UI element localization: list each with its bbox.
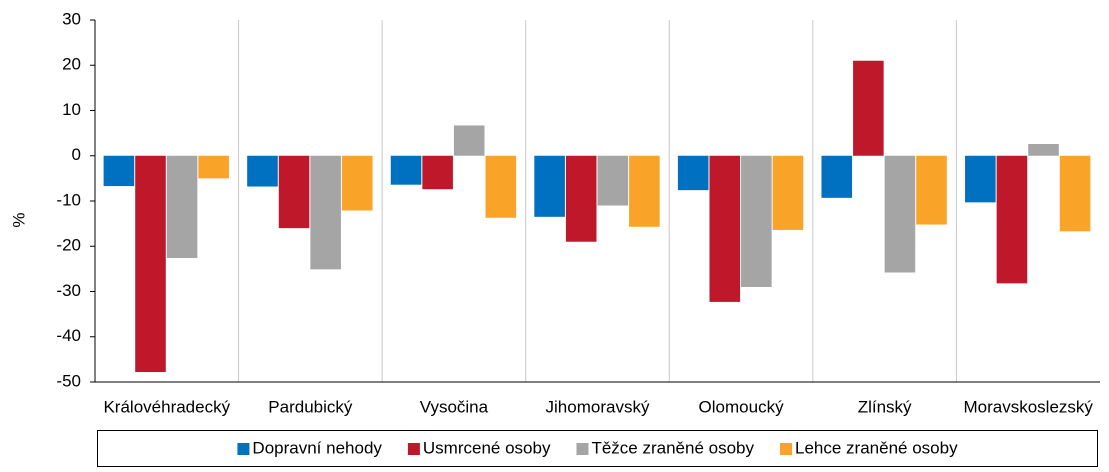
bar [166, 155, 198, 259]
y-tick-label: -40 [56, 326, 81, 345]
bar [565, 155, 597, 242]
y-tick-label: 20 [62, 55, 81, 74]
x-tick-label: Pardubický [268, 397, 353, 416]
bar [597, 155, 629, 206]
bar [709, 155, 741, 302]
bar [1028, 143, 1059, 156]
y-axis-label: % [9, 212, 28, 227]
bar [310, 155, 341, 270]
y-tick-label: -30 [56, 281, 81, 300]
bar [1059, 155, 1091, 232]
legend-marker [576, 443, 589, 455]
bar [103, 155, 135, 187]
legend-marker [780, 443, 793, 455]
legend: Dopravní nehody Usmrcené osoby Těžce zraně… [237, 438, 958, 457]
bar [772, 155, 804, 230]
legend-marker [237, 443, 250, 455]
x-tick-label: Jihomoravský [546, 397, 650, 416]
y-tick-label: 0 [72, 145, 81, 164]
bar [853, 60, 884, 156]
y-tick-label: -10 [56, 190, 81, 209]
bar [534, 155, 565, 217]
bar [965, 155, 996, 203]
x-tick-label: Moravskoslezský [964, 397, 1094, 416]
bar [741, 155, 772, 287]
bar [390, 155, 422, 185]
x-tick-label: Zlínský [858, 397, 912, 416]
bar [278, 155, 310, 229]
bar [341, 155, 373, 211]
bar [247, 155, 278, 187]
bar [677, 155, 709, 191]
bar [996, 155, 1028, 284]
x-tick-label: Olomoucký [699, 397, 785, 416]
bar [135, 155, 166, 373]
bar [629, 155, 660, 227]
legend-label: Lehce zraněné osoby [795, 438, 958, 457]
bar [884, 155, 916, 273]
legend-label: Těžce zraněné osoby [591, 438, 754, 457]
x-tick-label: Vysočina [420, 397, 489, 416]
legend-label: Usmrcené osoby [423, 438, 551, 457]
y-tick-label: -50 [56, 371, 81, 390]
legend-marker [407, 443, 420, 455]
y-tick-label: 30 [62, 9, 81, 28]
bar [821, 155, 853, 198]
legend-label: Dopravní nehody [252, 438, 382, 457]
bar [198, 155, 229, 179]
bar [422, 155, 453, 190]
bar [916, 155, 947, 225]
y-tick-label: -20 [56, 236, 81, 255]
y-tick-label: 10 [62, 100, 81, 119]
bar [485, 155, 517, 218]
bar [453, 125, 485, 156]
x-tick-label: Královéhradecký [103, 397, 230, 416]
